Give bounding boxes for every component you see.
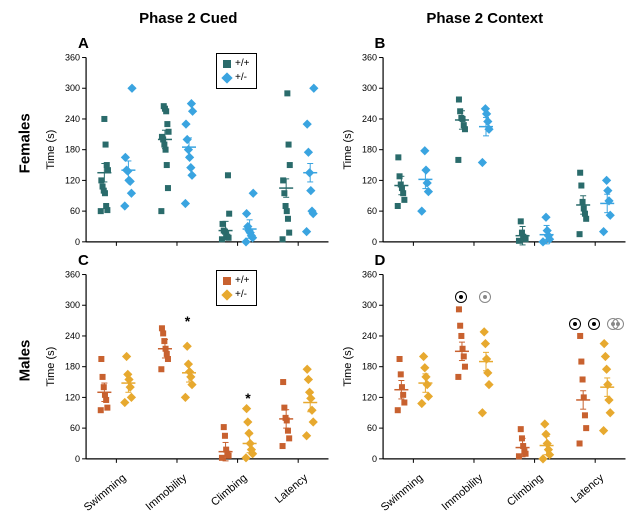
svg-text:300: 300 [362, 301, 377, 311]
svg-text:60: 60 [367, 206, 377, 216]
svg-text:180: 180 [362, 145, 377, 155]
svg-text:360: 360 [362, 270, 377, 280]
svg-text:60: 60 [70, 206, 80, 216]
svg-text:180: 180 [65, 362, 80, 372]
col-title-context: Phase 2 Context [337, 10, 634, 35]
svg-text:Time (s): Time (s) [45, 130, 57, 170]
svg-text:Time (s): Time (s) [342, 347, 354, 387]
panel-d: D 0 60 120 180 240 300 360 Time (s) [337, 252, 634, 469]
svg-text:0: 0 [75, 237, 80, 247]
xtick-label: Swimming [82, 472, 129, 514]
row-label-males: Males [10, 252, 40, 469]
svg-text:120: 120 [362, 393, 377, 403]
xtick-label: Climbing [505, 472, 545, 509]
xaxis-labels: Swimming Immobility Climbing Latency Swimmi… [40, 470, 633, 520]
chart-c: 0 60 120 180 240 300 360 Time (s) [40, 252, 337, 469]
chart-d: 0 60 120 180 240 300 360 Time (s) [337, 252, 634, 469]
svg-text:0: 0 [372, 454, 377, 464]
panel-a: A 0 60 120 180 240 300 360 Time (s) +/++/- [40, 35, 337, 252]
svg-text:240: 240 [362, 331, 377, 341]
svg-text:360: 360 [65, 53, 80, 63]
chart-a: 0 60 120 180 240 300 360 Time (s) [40, 35, 337, 252]
svg-text:360: 360 [362, 53, 377, 63]
svg-text:0: 0 [372, 237, 377, 247]
svg-text:300: 300 [362, 83, 377, 93]
sig-star: * [185, 313, 190, 329]
figure-grid: Phase 2 Cued Phase 2 Context Females A 0 6… [10, 10, 633, 510]
panel-letter-d: D [375, 252, 386, 269]
svg-text:120: 120 [65, 175, 80, 185]
svg-text:0: 0 [75, 454, 80, 464]
svg-text:240: 240 [65, 114, 80, 124]
panel-letter-c: C [78, 252, 89, 269]
chart-b: 0 60 120 180 240 300 360 Time (s) [337, 35, 634, 252]
legend: +/++/- [216, 270, 256, 306]
svg-text:Time (s): Time (s) [342, 130, 354, 170]
svg-text:120: 120 [362, 175, 377, 185]
xtick-label: Latency [273, 472, 310, 506]
svg-text:Time (s): Time (s) [45, 347, 57, 387]
svg-text:240: 240 [362, 114, 377, 124]
sig-star: * [245, 390, 250, 406]
svg-text:60: 60 [70, 423, 80, 433]
svg-text:60: 60 [367, 423, 377, 433]
panel-letter-b: B [375, 35, 386, 52]
xtick-label: Climbing [209, 472, 249, 509]
xtick-label: Immobility [143, 472, 189, 513]
svg-text:180: 180 [65, 145, 80, 155]
svg-text:300: 300 [65, 83, 80, 93]
xtick-label: Latency [569, 472, 606, 506]
svg-text:180: 180 [362, 362, 377, 372]
panel-b: B 0 60 120 180 240 300 360 Time (s) [337, 35, 634, 252]
svg-text:300: 300 [65, 301, 80, 311]
legend: +/++/- [216, 53, 256, 89]
svg-text:120: 120 [65, 393, 80, 403]
svg-text:360: 360 [65, 270, 80, 280]
panel-c: C 0 60 120 180 240 300 360 Time (s) +/++/- * * [40, 252, 337, 469]
panel-letter-a: A [78, 35, 89, 52]
col-title-cued: Phase 2 Cued [40, 10, 337, 35]
xtick-label: Immobility [440, 472, 486, 513]
xtick-label: Swimming [378, 472, 425, 514]
svg-text:240: 240 [65, 331, 80, 341]
row-label-females: Females [10, 35, 40, 252]
